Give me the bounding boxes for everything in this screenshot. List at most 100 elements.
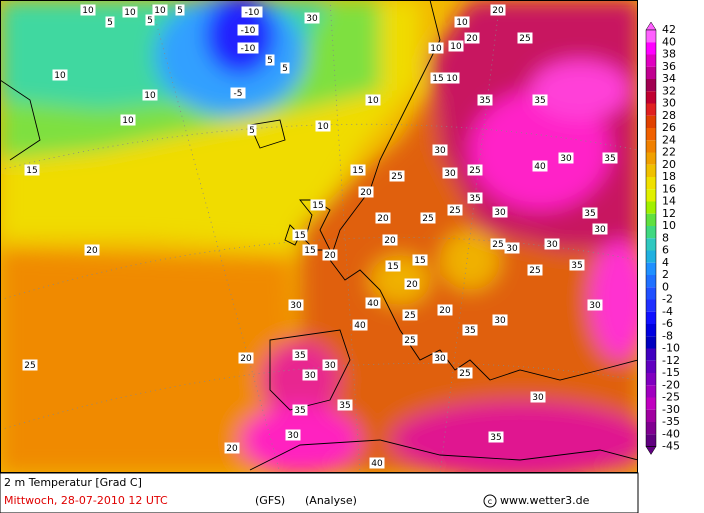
isotherm-label: 35: [490, 433, 501, 443]
legend-label: -35: [662, 415, 680, 428]
footer-box: [0, 472, 639, 513]
isotherm-label: 25: [529, 266, 540, 276]
legend-swatch: [646, 189, 656, 202]
label-box: [292, 229, 308, 241]
legend-label: 10: [662, 219, 676, 232]
isotherm-label: 25: [519, 34, 530, 44]
isotherm-label: 35: [464, 326, 475, 336]
label-box: [122, 6, 138, 18]
legend-label: 14: [662, 195, 676, 208]
legend-swatch: [646, 397, 656, 410]
legend-label: -40: [662, 427, 680, 440]
label-box: [142, 89, 158, 101]
isotherm-label: 20: [226, 444, 238, 454]
legend-label: 8: [662, 231, 669, 244]
isotherm-label: 10: [317, 122, 329, 132]
legend-swatch: [646, 91, 656, 104]
legend-label: 18: [662, 170, 676, 183]
legend-label: -4: [662, 305, 673, 318]
model: (GFS): [255, 494, 285, 507]
isotherm-label: 10: [122, 116, 134, 126]
legend-swatch: [646, 336, 656, 349]
label-box: [464, 32, 480, 44]
legend-swatch: [646, 128, 656, 141]
legend-swatch: [646, 373, 656, 386]
source: www.wetter3.de: [500, 494, 590, 507]
legend-label: 22: [662, 146, 676, 159]
isotherm-label: 15: [387, 262, 398, 272]
legend-label: 4: [662, 256, 669, 269]
legend-swatch: [646, 30, 656, 43]
color-legend: 424038363432302826242220181614121086420-…: [645, 21, 680, 455]
label-box: [369, 457, 385, 469]
isotherm-label: 5: [107, 18, 113, 28]
label-box: [247, 124, 257, 136]
isotherm-label: 35: [294, 351, 305, 361]
label-box: [302, 244, 318, 256]
label-box: [444, 72, 460, 84]
legend-label: 40: [662, 35, 676, 48]
isotherm-label: 35: [479, 96, 490, 106]
label-box: [382, 234, 398, 246]
copyright-c: c: [488, 497, 492, 506]
isotherm-label: 10: [430, 44, 442, 54]
label-box: [404, 278, 420, 290]
label-box: [490, 4, 506, 16]
label-box: [492, 314, 508, 326]
run-type: (Analyse): [305, 494, 357, 507]
label-box: [352, 319, 368, 331]
legend-label: 16: [662, 182, 676, 195]
legend-swatch: [646, 422, 656, 435]
label-box: [569, 259, 585, 271]
label-box: [532, 160, 548, 172]
legend-swatch: [646, 250, 656, 263]
label-box: [292, 349, 308, 361]
legend-swatch: [646, 275, 656, 288]
isotherm-label: 10: [144, 91, 156, 101]
isotherm-label: 20: [466, 34, 478, 44]
isotherm-label: 20: [360, 188, 372, 198]
label-box: [582, 207, 598, 219]
isotherm-label: 10: [54, 71, 66, 81]
label-box: [402, 309, 418, 321]
legend-swatch: [646, 311, 656, 324]
label-box: [532, 94, 548, 106]
label-box: [504, 242, 520, 254]
label-box: [448, 40, 464, 52]
legend-label: 20: [662, 158, 676, 171]
legend-label: 42: [662, 23, 676, 36]
legend-label: 0: [662, 280, 669, 293]
isotherm-label: 15: [26, 166, 37, 176]
legend-label: -25: [662, 391, 680, 404]
label-box: [454, 16, 470, 28]
legend-swatch: [646, 201, 656, 214]
label-box: [592, 223, 608, 235]
isotherm-label: 40: [367, 299, 379, 309]
label-box: [285, 429, 301, 441]
isotherm-label: 35: [571, 261, 582, 271]
legend-swatch: [646, 177, 656, 190]
label-box: [304, 12, 320, 24]
legend-swatch: [646, 54, 656, 67]
label-box: [428, 42, 444, 54]
label-box: [322, 359, 338, 371]
isotherm-label: 15: [414, 256, 425, 266]
legend-arrow-bottom: [645, 446, 657, 455]
legend-swatch: [646, 140, 656, 153]
isotherm-label: 35: [584, 209, 595, 219]
legend-label: -30: [662, 403, 680, 416]
isotherm-label: -5: [234, 89, 243, 99]
label-box: [558, 152, 574, 164]
isotherm-label: 30: [304, 371, 316, 381]
isotherm-label: 20: [384, 236, 396, 246]
isotherm-label: 15: [432, 74, 443, 84]
label-box: [265, 54, 275, 66]
label-box: [420, 212, 436, 224]
legend-swatch: [646, 287, 656, 300]
legend-label: -6: [662, 317, 673, 330]
label-box: [52, 69, 68, 81]
legend-swatch: [646, 79, 656, 92]
legend-label: -10: [662, 342, 680, 355]
label-box: [437, 304, 453, 316]
